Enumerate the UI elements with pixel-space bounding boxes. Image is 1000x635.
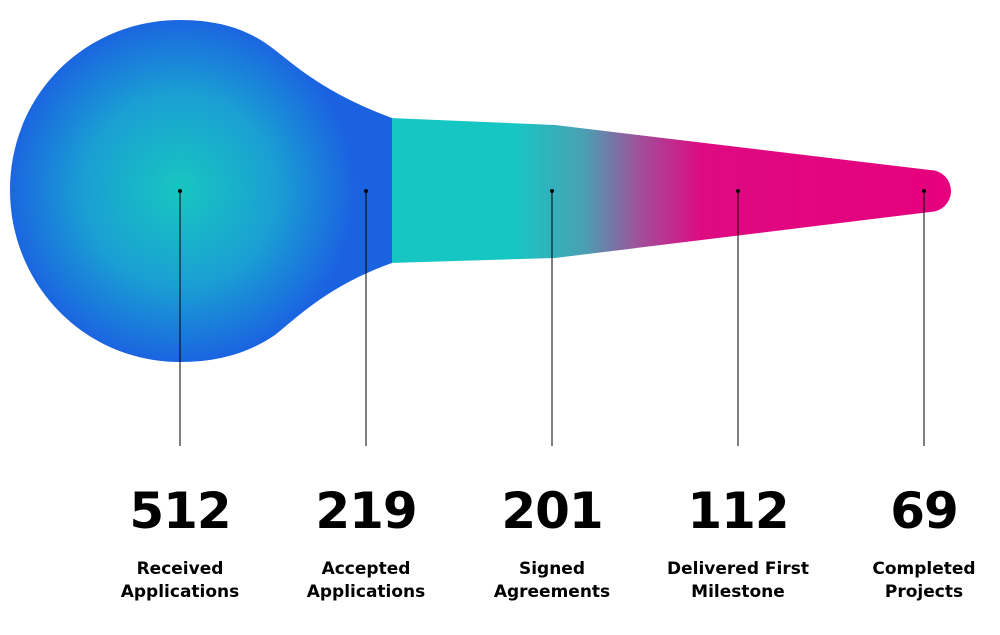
stage-label: Applications — [121, 582, 240, 602]
leader-dot — [550, 189, 554, 193]
funnel-bulb — [10, 20, 392, 362]
stage-label: Milestone — [691, 582, 785, 602]
stage-label: Delivered First — [667, 559, 809, 579]
leader-dot — [736, 189, 740, 193]
leader-dot — [178, 189, 182, 193]
stage-value: 69 — [890, 482, 958, 540]
funnel-shape — [10, 20, 951, 362]
stage-label: Completed — [872, 559, 975, 579]
stage-label: Accepted — [322, 559, 411, 579]
stage-label: Projects — [885, 582, 963, 602]
stage-labels: Received Applications Accepted Applications… — [121, 559, 976, 602]
stage-value: 512 — [129, 482, 230, 540]
leader-dot — [922, 189, 926, 193]
stage-values: 512 219 201 112 69 — [129, 482, 958, 540]
stage-label: Agreements — [494, 582, 610, 602]
funnel-body — [255, 95, 951, 295]
stage-value: 201 — [501, 482, 602, 540]
stage-label: Applications — [307, 582, 426, 602]
stage-label: Signed — [519, 559, 585, 579]
stage-value: 219 — [315, 482, 416, 540]
leader-lines — [178, 189, 926, 446]
leader-dot — [364, 189, 368, 193]
stage-value: 112 — [687, 482, 788, 540]
stage-label: Received — [137, 559, 224, 579]
